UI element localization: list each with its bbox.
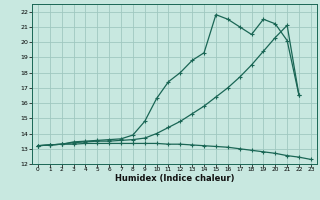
X-axis label: Humidex (Indice chaleur): Humidex (Indice chaleur) [115, 174, 234, 183]
